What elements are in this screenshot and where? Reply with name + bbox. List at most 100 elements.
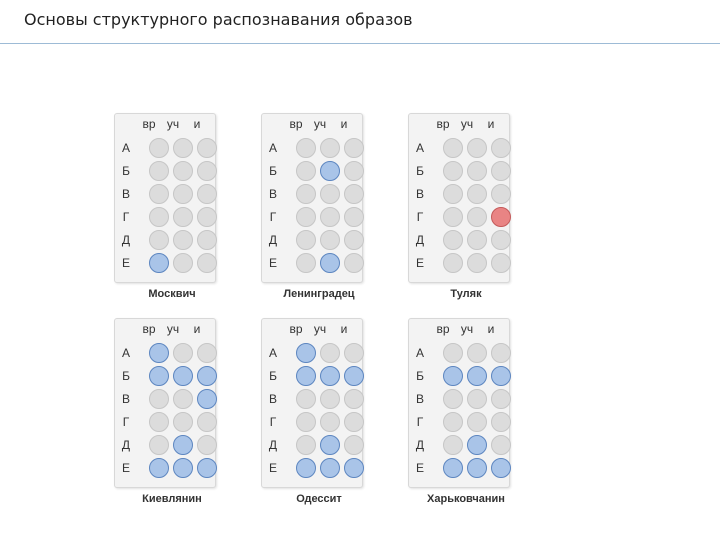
column-header: и — [193, 117, 201, 131]
cell — [467, 343, 487, 363]
cell — [344, 161, 364, 181]
cell — [149, 207, 169, 227]
row-label: Б — [416, 164, 424, 178]
grid-card: вр уч и А Б В Г Д Е — [261, 113, 364, 283]
cell — [467, 253, 487, 273]
row-label: Е — [121, 461, 130, 475]
row-label: Г — [122, 210, 130, 224]
cell — [173, 138, 193, 158]
grid-card: вр уч и А Б В Г Д Е — [114, 113, 217, 283]
cell — [197, 435, 217, 455]
row-label: В — [415, 392, 424, 406]
cell — [491, 412, 511, 432]
row-label: А — [121, 346, 130, 360]
cell — [491, 161, 511, 181]
active-cell — [173, 458, 193, 478]
row-label: А — [268, 346, 277, 360]
column-header: уч — [460, 117, 474, 131]
cell — [197, 207, 217, 227]
row-label: В — [415, 187, 424, 201]
active-cell — [320, 161, 340, 181]
cell — [443, 343, 463, 363]
row-label: А — [415, 141, 424, 155]
cell — [197, 161, 217, 181]
panel-3: вр уч и А Б В Г Д Е Киевлянин — [114, 318, 259, 508]
row-label: Е — [268, 256, 277, 270]
header-bar: Основы структурного распознавания образо… — [0, 0, 720, 44]
column-header: и — [340, 322, 348, 336]
row-label: Д — [415, 438, 425, 452]
active-cell — [344, 458, 364, 478]
cell — [296, 253, 316, 273]
row-label: Д — [121, 438, 131, 452]
active-cell — [296, 343, 316, 363]
panel-caption: Туляк — [450, 288, 482, 300]
column-header: вр — [289, 117, 303, 131]
cell — [467, 230, 487, 250]
grid-card: вр уч и А Б В Г Д Е — [408, 113, 511, 283]
active-cell — [197, 458, 217, 478]
row-label: Г — [416, 210, 424, 224]
cell — [467, 184, 487, 204]
active-cell — [491, 366, 511, 386]
cell — [344, 389, 364, 409]
grid-card: вр уч и А Б В Г Д Е — [114, 318, 217, 488]
cell — [344, 184, 364, 204]
row-label: Д — [121, 233, 131, 247]
row-label: Б — [416, 369, 424, 383]
cell — [320, 184, 340, 204]
panel-caption: Ленинградец — [283, 288, 355, 300]
cell — [296, 412, 316, 432]
cell — [443, 412, 463, 432]
cell — [467, 389, 487, 409]
cell — [197, 343, 217, 363]
cell — [344, 435, 364, 455]
column-header: уч — [313, 322, 327, 336]
cell — [467, 207, 487, 227]
row-label: Е — [121, 256, 130, 270]
cell — [320, 343, 340, 363]
cell — [467, 138, 487, 158]
active-cell — [149, 343, 169, 363]
row-label: Г — [269, 415, 277, 429]
panel-caption: Киевлянин — [142, 493, 202, 505]
column-header: вр — [436, 322, 450, 336]
active-cell — [491, 458, 511, 478]
cell — [149, 161, 169, 181]
row-label: Е — [268, 461, 277, 475]
grid-card: вр уч и А Б В Г Д Е — [408, 318, 511, 488]
cell — [344, 138, 364, 158]
row-label: В — [268, 187, 277, 201]
panel-caption: Москвич — [148, 288, 196, 300]
panel-5: вр уч и А Б В Г Д Е Харьковчанин — [408, 318, 553, 508]
row-label: В — [121, 392, 130, 406]
cell — [173, 161, 193, 181]
panel-2: вр уч и А Б В Г Д Е Туляк — [408, 113, 553, 303]
row-label: Б — [122, 369, 130, 383]
cell — [443, 161, 463, 181]
active-cell — [197, 389, 217, 409]
cell — [467, 412, 487, 432]
cell — [173, 184, 193, 204]
cell — [320, 207, 340, 227]
row-label: А — [415, 346, 424, 360]
cell — [296, 435, 316, 455]
cell — [344, 343, 364, 363]
cell — [197, 253, 217, 273]
grid-card: вр уч и А Б В Г Д Е — [261, 318, 364, 488]
active-cell — [467, 366, 487, 386]
row-label: В — [121, 187, 130, 201]
cell — [443, 253, 463, 273]
panel-caption: Харьковчанин — [427, 493, 505, 505]
active-cell — [296, 458, 316, 478]
cell — [443, 230, 463, 250]
active-cell — [320, 366, 340, 386]
panel-caption: Одессит — [296, 493, 342, 505]
cell — [443, 389, 463, 409]
active-cell — [320, 458, 340, 478]
column-header: вр — [142, 322, 156, 336]
column-header: и — [487, 117, 495, 131]
row-label: Д — [268, 233, 278, 247]
row-label: Д — [415, 233, 425, 247]
cell — [296, 138, 316, 158]
